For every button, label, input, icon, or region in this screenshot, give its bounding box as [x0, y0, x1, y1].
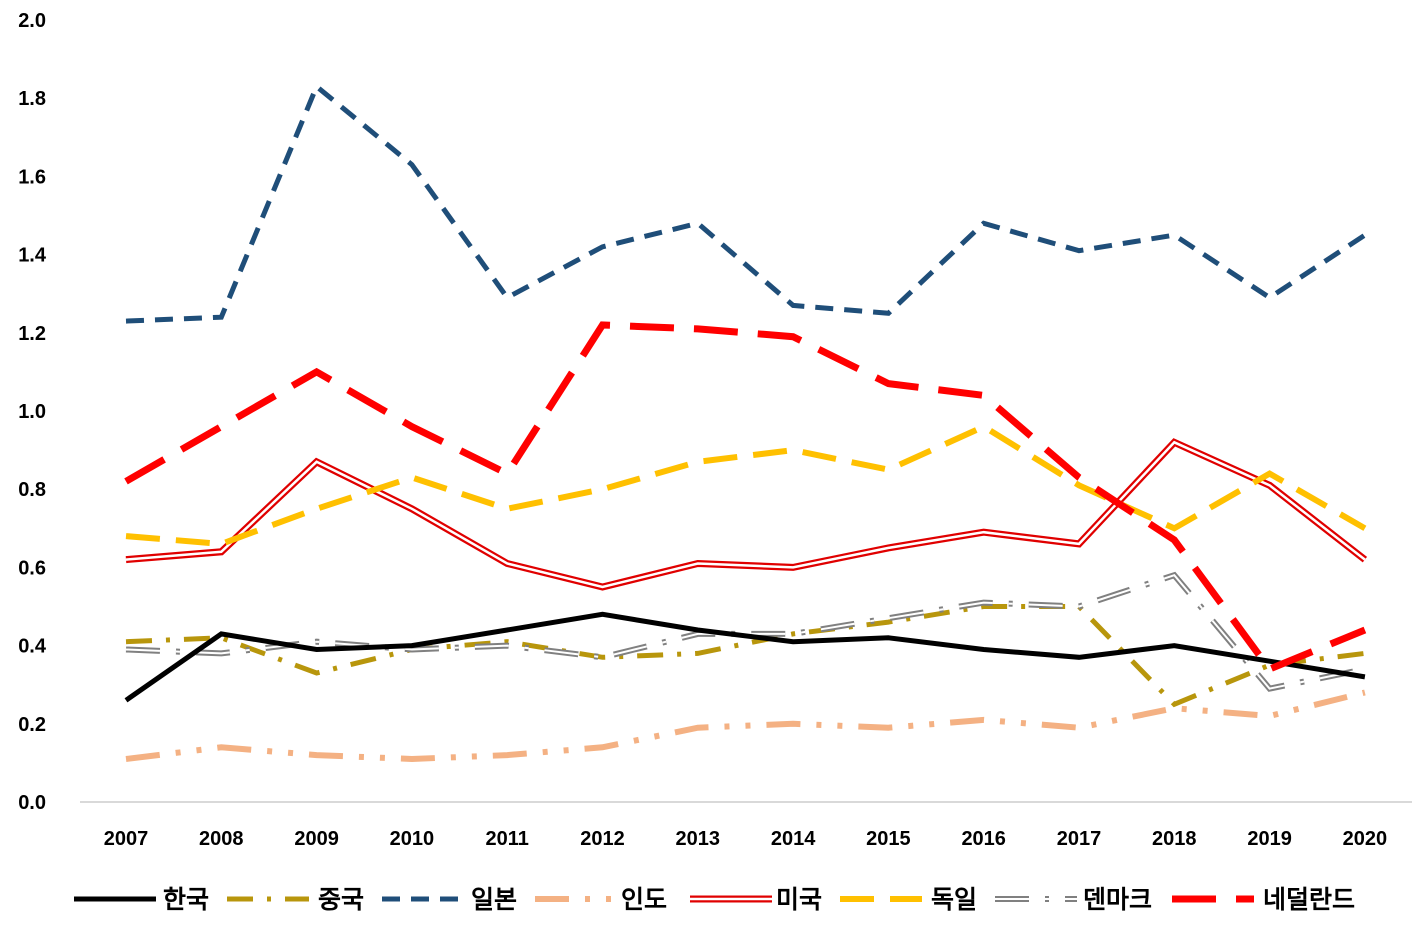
series-path [125, 82, 1367, 324]
legend-label: 인도 [621, 885, 667, 914]
series-line-2 [125, 604, 1366, 708]
legend: 한국 중국 일본 인도 미국 독일 덴마크 네덜란드 [74, 885, 1355, 914]
x-tick-label: 2012 [580, 828, 625, 850]
y-tick-label: 1.0 [18, 401, 46, 423]
x-tick-label: 2016 [961, 828, 1006, 850]
legend-item: 한국 [74, 885, 209, 914]
y-tick-label: 0.4 [18, 636, 47, 658]
legend-label: 중국 [318, 885, 364, 914]
x-tick-label: 2010 [390, 828, 435, 850]
y-tick-label: 1.2 [18, 323, 46, 345]
y-tick-label: 0.2 [18, 714, 46, 736]
series-line-4 [125, 689, 1366, 763]
series-line-6 [125, 423, 1367, 547]
legend-item: 미국 [690, 885, 822, 914]
legend-item: 인도 [535, 885, 667, 914]
series-line-8 [124, 321, 1367, 674]
legend-label: 미국 [776, 885, 822, 914]
series-path [125, 423, 1367, 547]
legend-label: 네덜란드 [1263, 885, 1355, 914]
legend-item: 네덜란드 [1172, 885, 1355, 914]
series-lines [124, 82, 1368, 763]
series-line-3 [125, 82, 1367, 324]
x-tick-label: 2017 [1057, 828, 1102, 850]
x-tick-label: 2019 [1247, 828, 1292, 850]
x-tick-label: 2018 [1152, 828, 1197, 850]
legend-item: 덴마크 [995, 885, 1152, 914]
y-tick-label: 0.6 [18, 557, 46, 579]
x-tick-label: 2014 [771, 828, 816, 850]
legend-item: 중국 [227, 885, 364, 914]
legend-label: 독일 [931, 885, 977, 914]
legend-label: 덴마크 [1083, 885, 1152, 914]
x-tick-label: 2020 [1343, 828, 1388, 850]
legend-item: 독일 [840, 885, 977, 914]
series-path [124, 611, 1366, 703]
series-path [125, 604, 1366, 708]
legend-item: 일본 [382, 885, 517, 914]
y-tick-label: 0.8 [18, 479, 46, 501]
y-tick-label: 0.0 [18, 792, 46, 814]
series-path [125, 689, 1366, 763]
x-tick-label: 2008 [199, 828, 244, 850]
y-tick-label: 1.4 [18, 245, 47, 267]
y-tick-label: 1.6 [18, 166, 46, 188]
series-line-1 [124, 611, 1366, 703]
series-line-5 [125, 438, 1368, 591]
y-tick-label: 2.0 [18, 10, 46, 32]
series-path [124, 321, 1367, 674]
y-axis-ticks: 0.0 0.2 0.4 0.6 0.8 1.0 1.2 1.4 1.6 1.8 2.0 [18, 10, 47, 814]
legend-label: 한국 [163, 885, 209, 914]
x-tick-label: 2007 [104, 828, 149, 850]
x-tick-label: 2011 [486, 828, 529, 850]
y-tick-label: 1.8 [18, 88, 46, 110]
x-tick-label: 2015 [866, 828, 911, 850]
x-tick-label: 2013 [676, 828, 721, 850]
legend-label: 일본 [471, 885, 517, 914]
x-axis-ticks: 2007 2008 2009 2010 2011 2012 2013 2014 2015 2016… [104, 828, 1387, 850]
x-tick-label: 2009 [294, 828, 339, 850]
series-path [125, 440, 1366, 589]
